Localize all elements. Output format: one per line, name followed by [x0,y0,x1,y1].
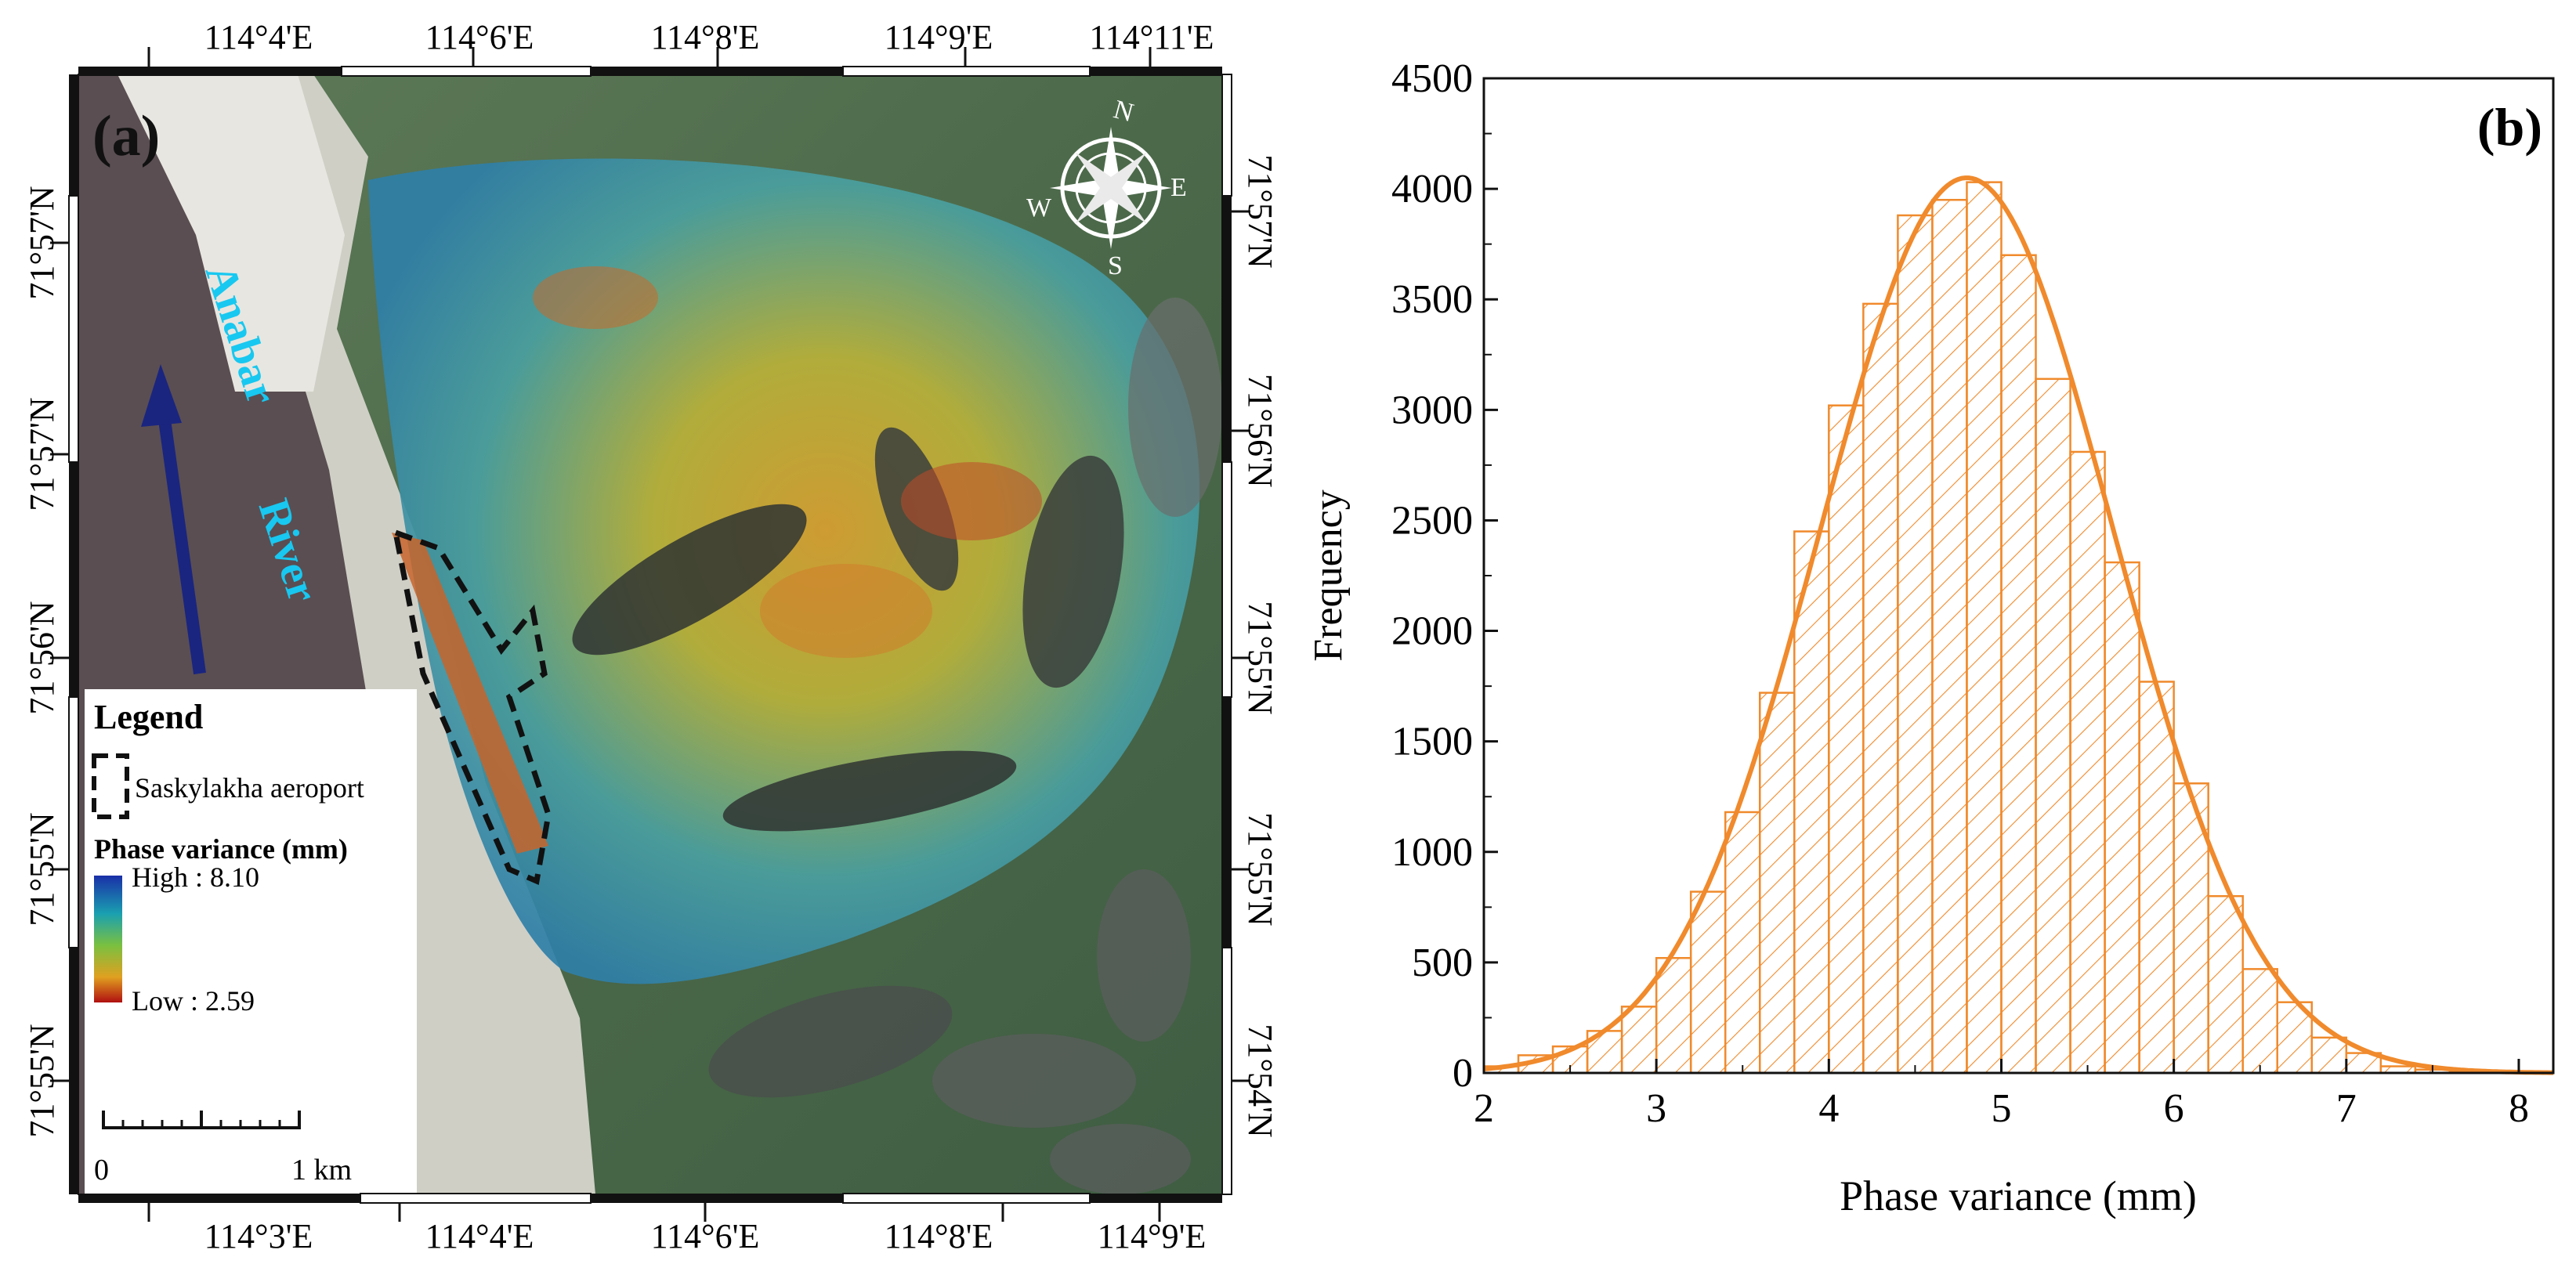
histogram-bar [1828,404,1865,1075]
histogram-panel: 0 500 1000 1500 2000 2500 3000 3500 4000 4500 2 3 4… [1306,56,2555,1219]
histogram-bar [1724,811,1761,1075]
y-tick-label: 2000 [1391,609,1473,654]
y-axis: 0 500 1000 1500 2000 2500 3000 3500 4000 4500 [1391,56,1498,1096]
histogram-bar [2241,968,2278,1075]
scale-bar: 0 1 km [94,1111,352,1187]
y-axis-title: Frequency [1306,489,1351,661]
right-lat-tick: 71°54'N [1241,1024,1279,1137]
normal-fit-line [1483,175,2553,1075]
bottom-lon-tick: 114°8'E [885,1217,993,1255]
x-tick-label: 3 [1646,1086,1666,1131]
bottom-lon-tick: 114°4'E [425,1217,534,1255]
left-lat-tick: 71°56'N [23,601,61,714]
panel-a-label: (a) [92,104,160,168]
histogram-bar [1689,890,1727,1075]
histogram-bar [2104,561,2140,1075]
histogram-bar [2207,894,2244,1075]
y-tick-label: 500 [1412,941,1473,985]
color-ramp [94,876,122,1002]
histogram-bar [2035,377,2071,1075]
top-lon-tick: 114°6'E [425,18,534,56]
panel-b-label: (b) [2477,97,2542,157]
aeroport-legend-swatch [92,753,129,819]
compass-w: W [1026,193,1052,222]
left-lat-tick: 71°57'N [23,397,61,511]
map-panel: Anabar River N E S W (a) Legend Saskyla [23,18,1279,1255]
y-tick-label: 1000 [1391,830,1473,875]
x-tick-label: 2 [1474,1086,1494,1131]
histogram-bar [1966,181,2003,1075]
y-tick-label: 0 [1453,1051,1473,1096]
x-tick-label: 8 [2509,1086,2529,1131]
compass-s: S [1108,251,1123,280]
histogram-bar [1655,956,1692,1075]
top-lon-tick: 114°9'E [885,18,993,56]
map-legend: Legend Saskylakha aeroport Phase varianc… [85,689,417,1194]
top-lon-tick: 114°4'E [204,18,313,56]
x-axis: 2 3 4 5 6 7 8 [1474,1059,2529,1131]
bottom-lon-tick: 114°9'E [1098,1217,1207,1255]
histogram-bar [1897,214,1934,1075]
x-tick-label: 7 [2336,1086,2357,1131]
left-lat-tick: 71°57'N [23,186,61,299]
histogram-bar [2310,1036,2348,1075]
compass-e: E [1170,173,1187,202]
right-lat-tick: 71°55'N [1241,601,1279,714]
flow-arrow [154,390,206,675]
x-axis-title: Phase variance (mm) [1840,1172,2197,1219]
histogram-bars [1482,181,2555,1075]
y-tick-label: 3500 [1391,277,1473,322]
right-lat-tick: 71°57'N [1241,154,1279,268]
histogram-bar [1931,198,1968,1075]
x-tick-label: 5 [1991,1086,2011,1131]
variance-legend-title: Phase variance (mm) [94,833,348,865]
right-lat-tick: 71°55'N [1241,812,1279,926]
histogram-bar [1862,302,1899,1075]
left-lat-tick: 71°55'N [23,1024,61,1137]
top-lon-tick: 114°8'E [651,18,760,56]
map-neatline [50,47,1250,1222]
left-lat-tick: 71°55'N [23,812,61,926]
top-lon-tick: 114°11'E [1089,18,1214,56]
histogram-bar [2138,681,2175,1075]
x-tick-label: 6 [2164,1086,2184,1131]
histogram-bar [1759,692,1796,1075]
y-tick-label: 4000 [1391,167,1473,211]
y-tick-label: 2500 [1391,498,1473,543]
histogram-bar [2000,254,2037,1075]
y-tick-label: 1500 [1391,720,1473,764]
legend-title: Legend [94,698,203,736]
bottom-lon-tick: 114°6'E [651,1217,760,1255]
histogram-bar [2069,450,2106,1075]
ramp-high-label: High : 8.10 [132,861,259,893]
y-tick-label: 4500 [1391,56,1473,101]
x-tick-label: 4 [1818,1086,1839,1131]
right-lat-tick: 71°56'N [1241,374,1279,487]
flow-arrow-head [141,364,182,427]
aeroport-legend-label: Saskylakha aeroport [135,772,364,804]
bottom-lon-tick: 114°3'E [204,1217,313,1255]
y-tick-label: 3000 [1391,388,1473,432]
ramp-low-label: Low : 2.59 [132,985,255,1017]
scale-start-label: 0 [94,1154,109,1187]
histogram-bar [1620,1006,1658,1075]
scale-end-label: 1 km [291,1154,352,1187]
